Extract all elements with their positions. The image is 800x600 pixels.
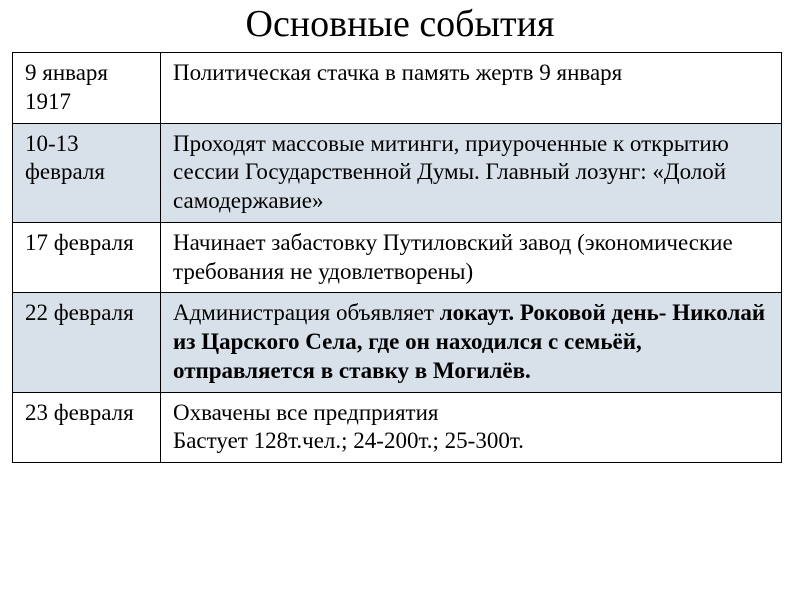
desc-line: Бастует 128т.чел.; 24-200т.; 25-300т.	[173, 428, 524, 453]
table-row: 10-13 февраля Проходят массовые митинги,…	[13, 123, 782, 222]
table-row: 22 февраля Администрация объявляет локау…	[13, 293, 782, 392]
table-row: 23 февраля Охвачены все предприятия Баст…	[13, 392, 782, 463]
cell-date: 23 февраля	[13, 392, 161, 463]
events-table: 9 января 1917 Политическая стачка в памя…	[12, 52, 782, 463]
table-row: 9 января 1917 Политическая стачка в памя…	[13, 53, 782, 124]
cell-date: 9 января 1917	[13, 53, 161, 124]
table-row: 17 февраля Начинает забастовку Путиловск…	[13, 222, 782, 293]
cell-date: 10-13 февраля	[13, 123, 161, 222]
slide: Основные события 9 января 1917 Политичес…	[0, 0, 800, 600]
desc-prefix: Администрация объявляет	[173, 300, 440, 325]
cell-date: 22 февраля	[13, 293, 161, 392]
page-title: Основные события	[0, 0, 800, 52]
cell-date: 17 февраля	[13, 222, 161, 293]
cell-desc: Политическая стачка в память жертв 9 янв…	[161, 53, 782, 124]
cell-desc: Начинает забастовку Путиловский завод (э…	[161, 222, 782, 293]
cell-desc: Охвачены все предприятия Бастует 128т.че…	[161, 392, 782, 463]
cell-desc: Администрация объявляет локаут. Роковой …	[161, 293, 782, 392]
desc-line: Охвачены все предприятия	[173, 400, 438, 425]
cell-desc: Проходят массовые митинги, приуроченные …	[161, 123, 782, 222]
